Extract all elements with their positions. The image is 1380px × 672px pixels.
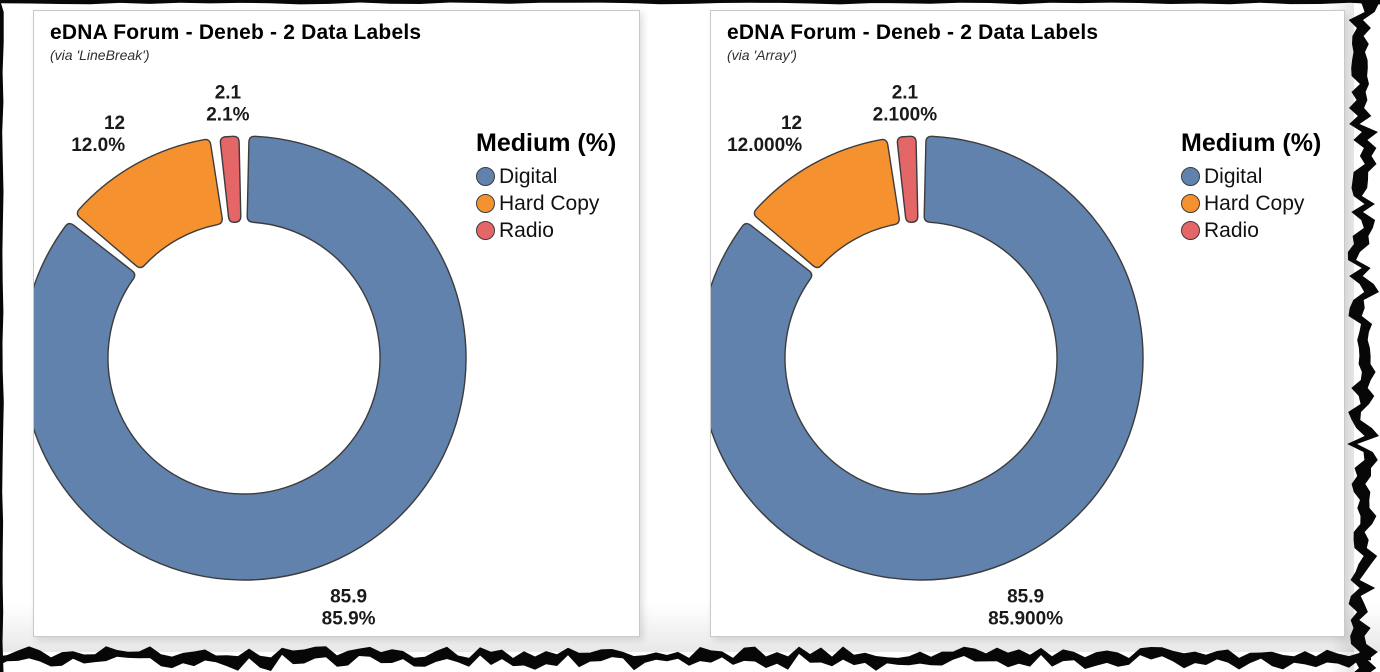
slice-hard-copy[interactable] [76,138,223,269]
data-label-digital-line2: 85.9% [322,609,376,630]
torn-edge-segment [0,646,1371,671]
slice-digital[interactable] [34,135,467,581]
legend-label-radio: Radio [499,218,554,242]
legend-title: Medium (%) [476,129,617,157]
legend-marker-hard-copy [476,194,495,213]
legend-marker-digital [476,167,495,186]
legend-label-hard-copy: Hard Copy [499,191,600,215]
data-label-hard-copy-line1: 12 [781,113,802,134]
legend-items: Digital Hard Copy Radio [1181,164,1341,242]
slice-hard-copy[interactable] [753,138,900,269]
slice-radio[interactable] [896,135,919,224]
slice-radio[interactable] [219,135,242,224]
legend-items: Digital Hard Copy Radio [476,164,636,242]
legend-marker-radio [1181,221,1200,240]
data-label-hard-copy-line1: 12 [104,113,125,134]
legend-marker-hard-copy [1181,194,1200,213]
chart-subtitle: (via 'Array') [727,47,797,63]
data-label-radio-line1: 2.1 [215,83,242,104]
data-label-digital-line2: 85.900% [988,609,1063,630]
torn-edge-segment [0,0,1380,5]
legend-item-radio: Radio [476,218,636,242]
data-label-hard-copy-line2: 12.0% [71,135,125,156]
legend: Medium (%) Digital Hard Copy Radio [1181,129,1341,247]
legend-label-radio: Radio [1204,218,1259,242]
legend: Medium (%) Digital Hard Copy Radio [476,129,636,247]
chart-title: eDNA Forum - Deneb - 2 Data Labels [50,21,422,44]
slice-digital[interactable] [711,135,1144,581]
data-label-hard-copy-line2: 12.000% [727,135,802,156]
legend-marker-digital [1181,167,1200,186]
data-label-digital-line1: 85.9 [1007,587,1044,608]
legend-marker-radio [476,221,495,240]
data-label-radio-line2: 2.100% [873,105,938,126]
legend-label-digital: Digital [499,164,558,188]
chart-card-linebreak: eDNA Forum - Deneb - 2 Data Labels (via … [33,10,640,637]
chart-subtitle: (via 'LineBreak') [50,47,150,63]
torn-edge-segment [0,0,4,672]
legend-title: Medium (%) [1181,129,1322,157]
legend-label-digital: Digital [1204,164,1263,188]
legend-item-radio: Radio [1181,218,1341,242]
data-label-digital-line1: 85.9 [330,587,367,608]
chart-card-array: eDNA Forum - Deneb - 2 Data Labels (via … [710,10,1345,637]
legend-item-digital: Digital [1181,164,1341,188]
legend-item-hard-copy: Hard Copy [476,191,636,215]
legend-label-hard-copy: Hard Copy [1204,191,1305,215]
legend-item-hard-copy: Hard Copy [1181,191,1341,215]
chart-title: eDNA Forum - Deneb - 2 Data Labels [727,21,1099,44]
legend-item-digital: Digital [476,164,636,188]
torn-edge-segment [1347,0,1379,672]
data-label-radio-line1: 2.1 [892,83,919,104]
data-label-radio-line2: 2.1% [206,105,249,126]
